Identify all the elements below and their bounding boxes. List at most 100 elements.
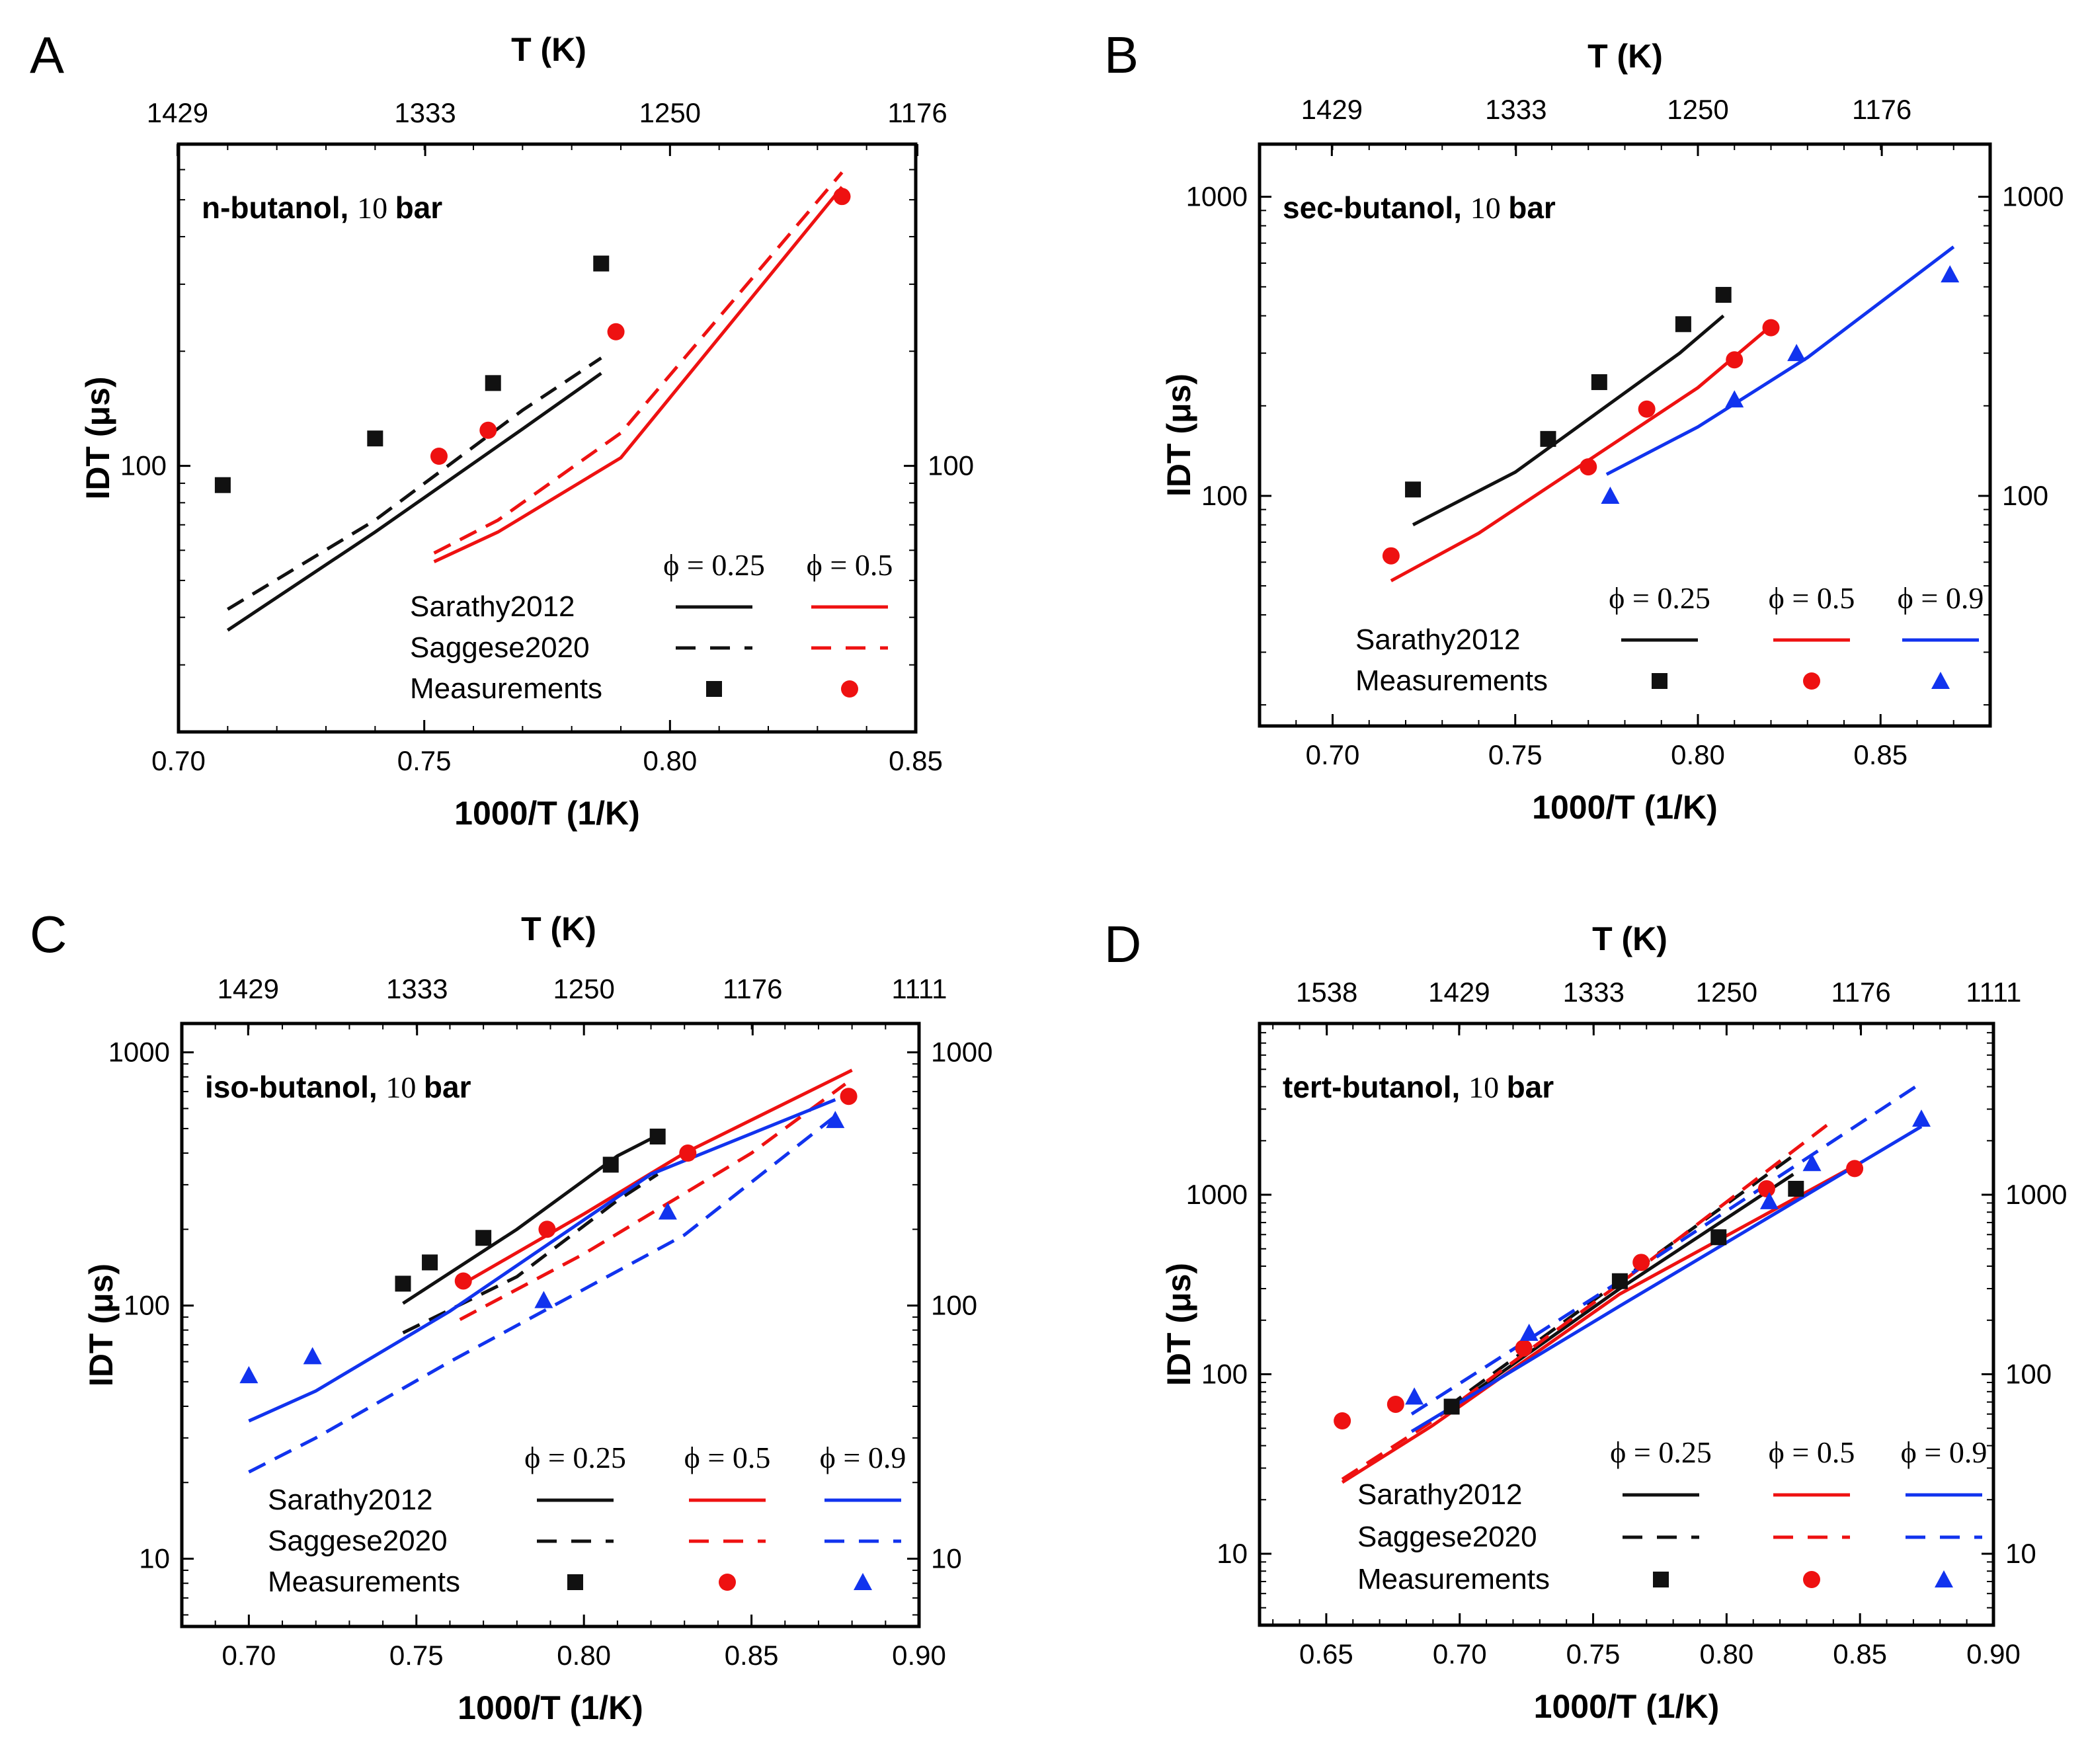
panel-a-series-line-black	[226, 372, 602, 632]
panel-a-x-tick-label: 0.80	[643, 745, 697, 776]
panel-b-top-tick-label: 1333	[1485, 94, 1546, 125]
panel-d-data-point-red	[1386, 1395, 1404, 1413]
panel-d-top-tick-label: 1333	[1563, 977, 1625, 1008]
panel-c-x-tick-label: 0.75	[389, 1640, 444, 1671]
panel-d-series-dash-red	[1341, 1119, 1835, 1481]
panel-c-series-dash-blue	[248, 1115, 836, 1474]
panel-b-series-line-red	[1390, 325, 1773, 582]
panel-c-title-unit: bar	[424, 1070, 471, 1104]
panel-b-top-tick-label: 1176	[1852, 94, 1911, 125]
panel-b-title-fuel: sec-butanol,	[1283, 190, 1470, 225]
panel-b-data-point-black	[1591, 374, 1607, 390]
panel-b-top-tick-label: 1429	[1301, 94, 1363, 125]
panel-d-top-tick-label: 1250	[1696, 977, 1757, 1008]
panel-c-top-axis-label: T (K)	[521, 910, 596, 947]
panel-a-letter: A	[30, 26, 64, 84]
panel-c-data-point-black	[649, 1128, 666, 1144]
panel-c-y-axis-label: IDT (μs)	[83, 1263, 120, 1386]
panel-c-data-point-blue	[658, 1202, 677, 1220]
panel-c-x-tick-label: 0.80	[557, 1640, 611, 1671]
panel-d-legend-phi-label: ϕ = 0.25	[1610, 1435, 1712, 1469]
panel-d-data-point-red	[1515, 1339, 1533, 1357]
panel-d-data-point-blue	[1912, 1109, 1931, 1127]
panel-c-y-tick-label: 1000	[108, 1037, 170, 1068]
panel-c-y-tick-label: 10	[139, 1543, 170, 1574]
panel-d-y-tick-label: 10	[1217, 1538, 1248, 1569]
panel-b-legend-phi-label: ϕ = 0.9	[1898, 581, 1984, 615]
panel-d-top-tick-label: 1176	[1831, 977, 1890, 1008]
panel-b-data-point-black	[1405, 481, 1422, 498]
panel-a-x-tick-label: 0.70	[151, 745, 206, 776]
panel-c-data-point-black	[475, 1230, 492, 1246]
panel-b-data-point-red	[1382, 547, 1400, 565]
panel-a-data-point-black	[593, 255, 610, 272]
panel-a-y-axis-label: IDT (μs)	[79, 376, 116, 499]
panel-b: B T (K) 1429 1333 1250 1176 0.70 0.75 0.80 0.85 10…	[1104, 26, 2064, 826]
panel-b-data-point-black	[1540, 430, 1556, 447]
panel-b-data-point-blue	[1725, 390, 1744, 408]
panel-b-legend-marker-blue	[1931, 672, 1950, 689]
panel-a-data-point-red	[607, 323, 625, 341]
panel-d-data-point-black	[1788, 1180, 1804, 1197]
panel-d-data-point-red	[1846, 1160, 1864, 1178]
panel-d-data-point-black	[1443, 1398, 1460, 1415]
panel-a-title-pressure: 10	[357, 191, 395, 225]
panel-d-data-point-red	[1757, 1180, 1775, 1197]
panel-b-legend-phi-label: ϕ = 0.25	[1609, 581, 1710, 615]
panel-b-legend-marker-red	[1803, 672, 1820, 690]
panel-a-legend-row-label: Sarathy2012	[410, 590, 575, 623]
panel-b-data-point-red	[1580, 458, 1597, 476]
panel-b-title-unit: bar	[1508, 190, 1556, 225]
panel-b-series-line-black	[1412, 314, 1725, 526]
panel-b-top-axis-label: T (K)	[1587, 38, 1663, 75]
panel-d-y-tick-label: 1000	[1186, 1179, 1248, 1210]
panel-d-legend-marker-black	[1653, 1572, 1669, 1587]
panel-c-series-line-black	[402, 1133, 659, 1305]
panel-d-x-tick-label: 0.70	[1433, 1638, 1487, 1669]
panel-c-title-fuel: iso-butanol,	[205, 1070, 385, 1104]
panel-c-data-point-blue	[826, 1111, 845, 1129]
panel-a-data-point-black	[367, 430, 383, 447]
panel-b-legend-marker-black	[1652, 673, 1667, 689]
panel-d-title-fuel: tert-butanol,	[1283, 1070, 1468, 1104]
panel-b-data-point-blue	[1601, 486, 1620, 504]
panel-c-legend-row-label: Saggese2020	[268, 1525, 448, 1557]
panel-b-legend: ϕ = 0.25 ϕ = 0.5 ϕ = 0.9 Sarathy2012 Measure…	[1355, 581, 1984, 697]
panel-d-data-point-blue	[1405, 1387, 1424, 1405]
panel-c-legend-marker-blue	[854, 1573, 872, 1590]
panel-a-top-tick-label: 1176	[887, 97, 947, 128]
panel-c-legend-row-label: Sarathy2012	[268, 1484, 433, 1516]
panel-a-series-line-red	[433, 186, 844, 563]
panel-a-legend-row-label: Saggese2020	[410, 631, 590, 664]
panel-c-series-dash-black	[402, 1172, 659, 1335]
panel-c-data-point-blue	[239, 1366, 259, 1384]
panel-b-data-point-blue	[1941, 265, 1960, 283]
panel-a-top-tick-label: 1333	[394, 97, 456, 128]
panel-c-x-tick-label: 0.85	[725, 1640, 779, 1671]
panel-d-plot-frame	[1258, 1022, 1995, 1627]
panel-a-data-point-black	[485, 375, 501, 391]
panel-c-series-line-blue	[248, 1098, 836, 1423]
panel-a-x-axis-label: 1000/T (1/K)	[454, 795, 640, 832]
panel-d-legend-row-label: Saggese2020	[1357, 1521, 1537, 1553]
panel-b-y-tick-label-right: 100	[2002, 480, 2048, 511]
panel-d-data-point-blue	[1802, 1154, 1822, 1172]
panel-c-data-point-red	[840, 1088, 858, 1105]
panel-c-legend-marker-black	[567, 1574, 583, 1590]
panel-d-y-tick-label-right: 100	[2005, 1359, 2052, 1390]
panel-a-title-fuel: n-butanol,	[202, 190, 357, 225]
panel-d-legend-phi-label: ϕ = 0.5	[1769, 1435, 1855, 1469]
panel-a-top-axis-label: T (K)	[511, 31, 586, 68]
panel-d-data-point-blue	[1519, 1323, 1539, 1341]
panel-c-data-point-black	[422, 1254, 438, 1271]
panel-d-data-point-red	[1632, 1254, 1650, 1271]
panel-b-data-point-red	[1638, 400, 1656, 418]
panel-b-y-tick-label-right: 1000	[2002, 181, 2064, 212]
panel-a-legend-marker-red	[841, 680, 858, 698]
panel-c-data-point-black	[395, 1275, 411, 1292]
panel-a-title: n-butanol, 10 bar	[202, 190, 442, 225]
panel-b-title: sec-butanol, 10 bar	[1283, 190, 1556, 225]
panel-a-x-tick-label: 0.75	[397, 745, 452, 776]
panel-a-legend: ϕ = 0.25 ϕ = 0.5 Sarathy2012 Saggese2020 Mea…	[410, 548, 893, 705]
panel-b-x-axis-label: 1000/T (1/K)	[1532, 789, 1718, 826]
